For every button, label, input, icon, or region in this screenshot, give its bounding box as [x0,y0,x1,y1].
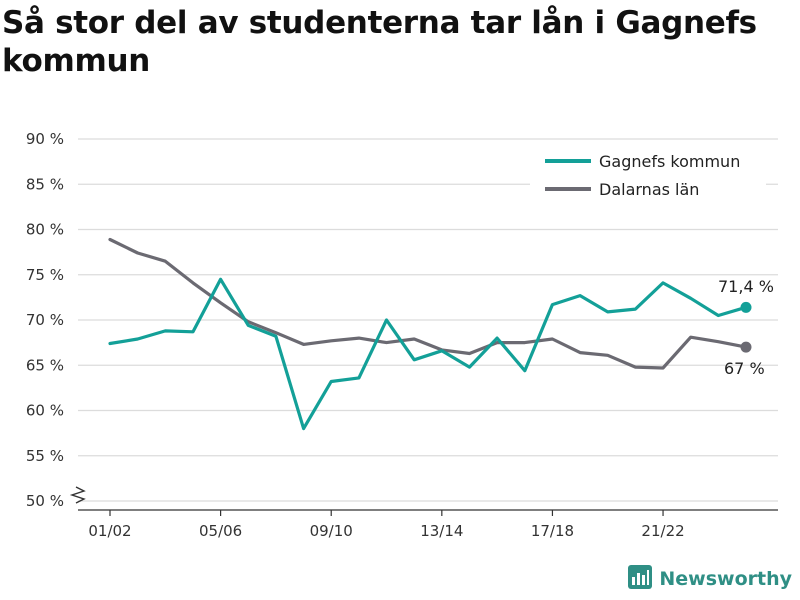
brand-name: Newsworthy [659,568,792,590]
axis-break-icon [69,486,86,504]
y-tick-label: 90 % [26,130,64,148]
brand-logo[interactable]: Newsworthy [627,564,792,594]
legend-label-dalarna: Dalarnas län [599,180,699,199]
x-tick-label: 21/22 [641,522,684,540]
series-line-1 [108,237,748,370]
series-end-point-1 [740,341,752,353]
y-axis: 90 % 85 % 80 % 75 % 70 % 65 % 60 % 55 % 50 % [26,130,86,510]
chart-title: Så stor del av studenterna tar lån i Gag… [2,5,757,79]
legend[interactable]: Gagnefs kommun Dalarnas län [530,144,766,208]
y-tick-label: 70 % [26,311,64,329]
x-tick-label: 05/06 [199,522,242,540]
series-end-point-0 [740,301,752,313]
legend-background [530,144,766,208]
y-tick-label: 60 % [26,402,64,420]
series-lines [108,237,752,431]
y-tick-label: 50 % [26,492,64,510]
end-label-gagnef: 71,4 % [718,277,774,296]
y-tick-label: 65 % [26,356,64,374]
x-tick-label: 01/02 [88,522,131,540]
end-label-dalarna: 67 % [724,359,765,378]
gridlines [78,138,778,502]
series-line-0 [108,277,748,431]
x-tick-label: 13/14 [420,522,463,540]
legend-label-gagnef: Gagnefs kommun [599,152,740,171]
y-tick-label: 80 % [26,221,64,239]
newsworthy-logo-icon [627,564,653,594]
x-axis: 01/02 05/06 09/10 13/14 17/18 21/22 [78,509,778,540]
y-tick-label: 75 % [26,266,64,284]
y-tick-label: 85 % [26,175,64,193]
x-tick-label: 09/10 [310,522,353,540]
y-tick-label: 55 % [26,447,64,465]
x-tick-label: 17/18 [531,522,574,540]
